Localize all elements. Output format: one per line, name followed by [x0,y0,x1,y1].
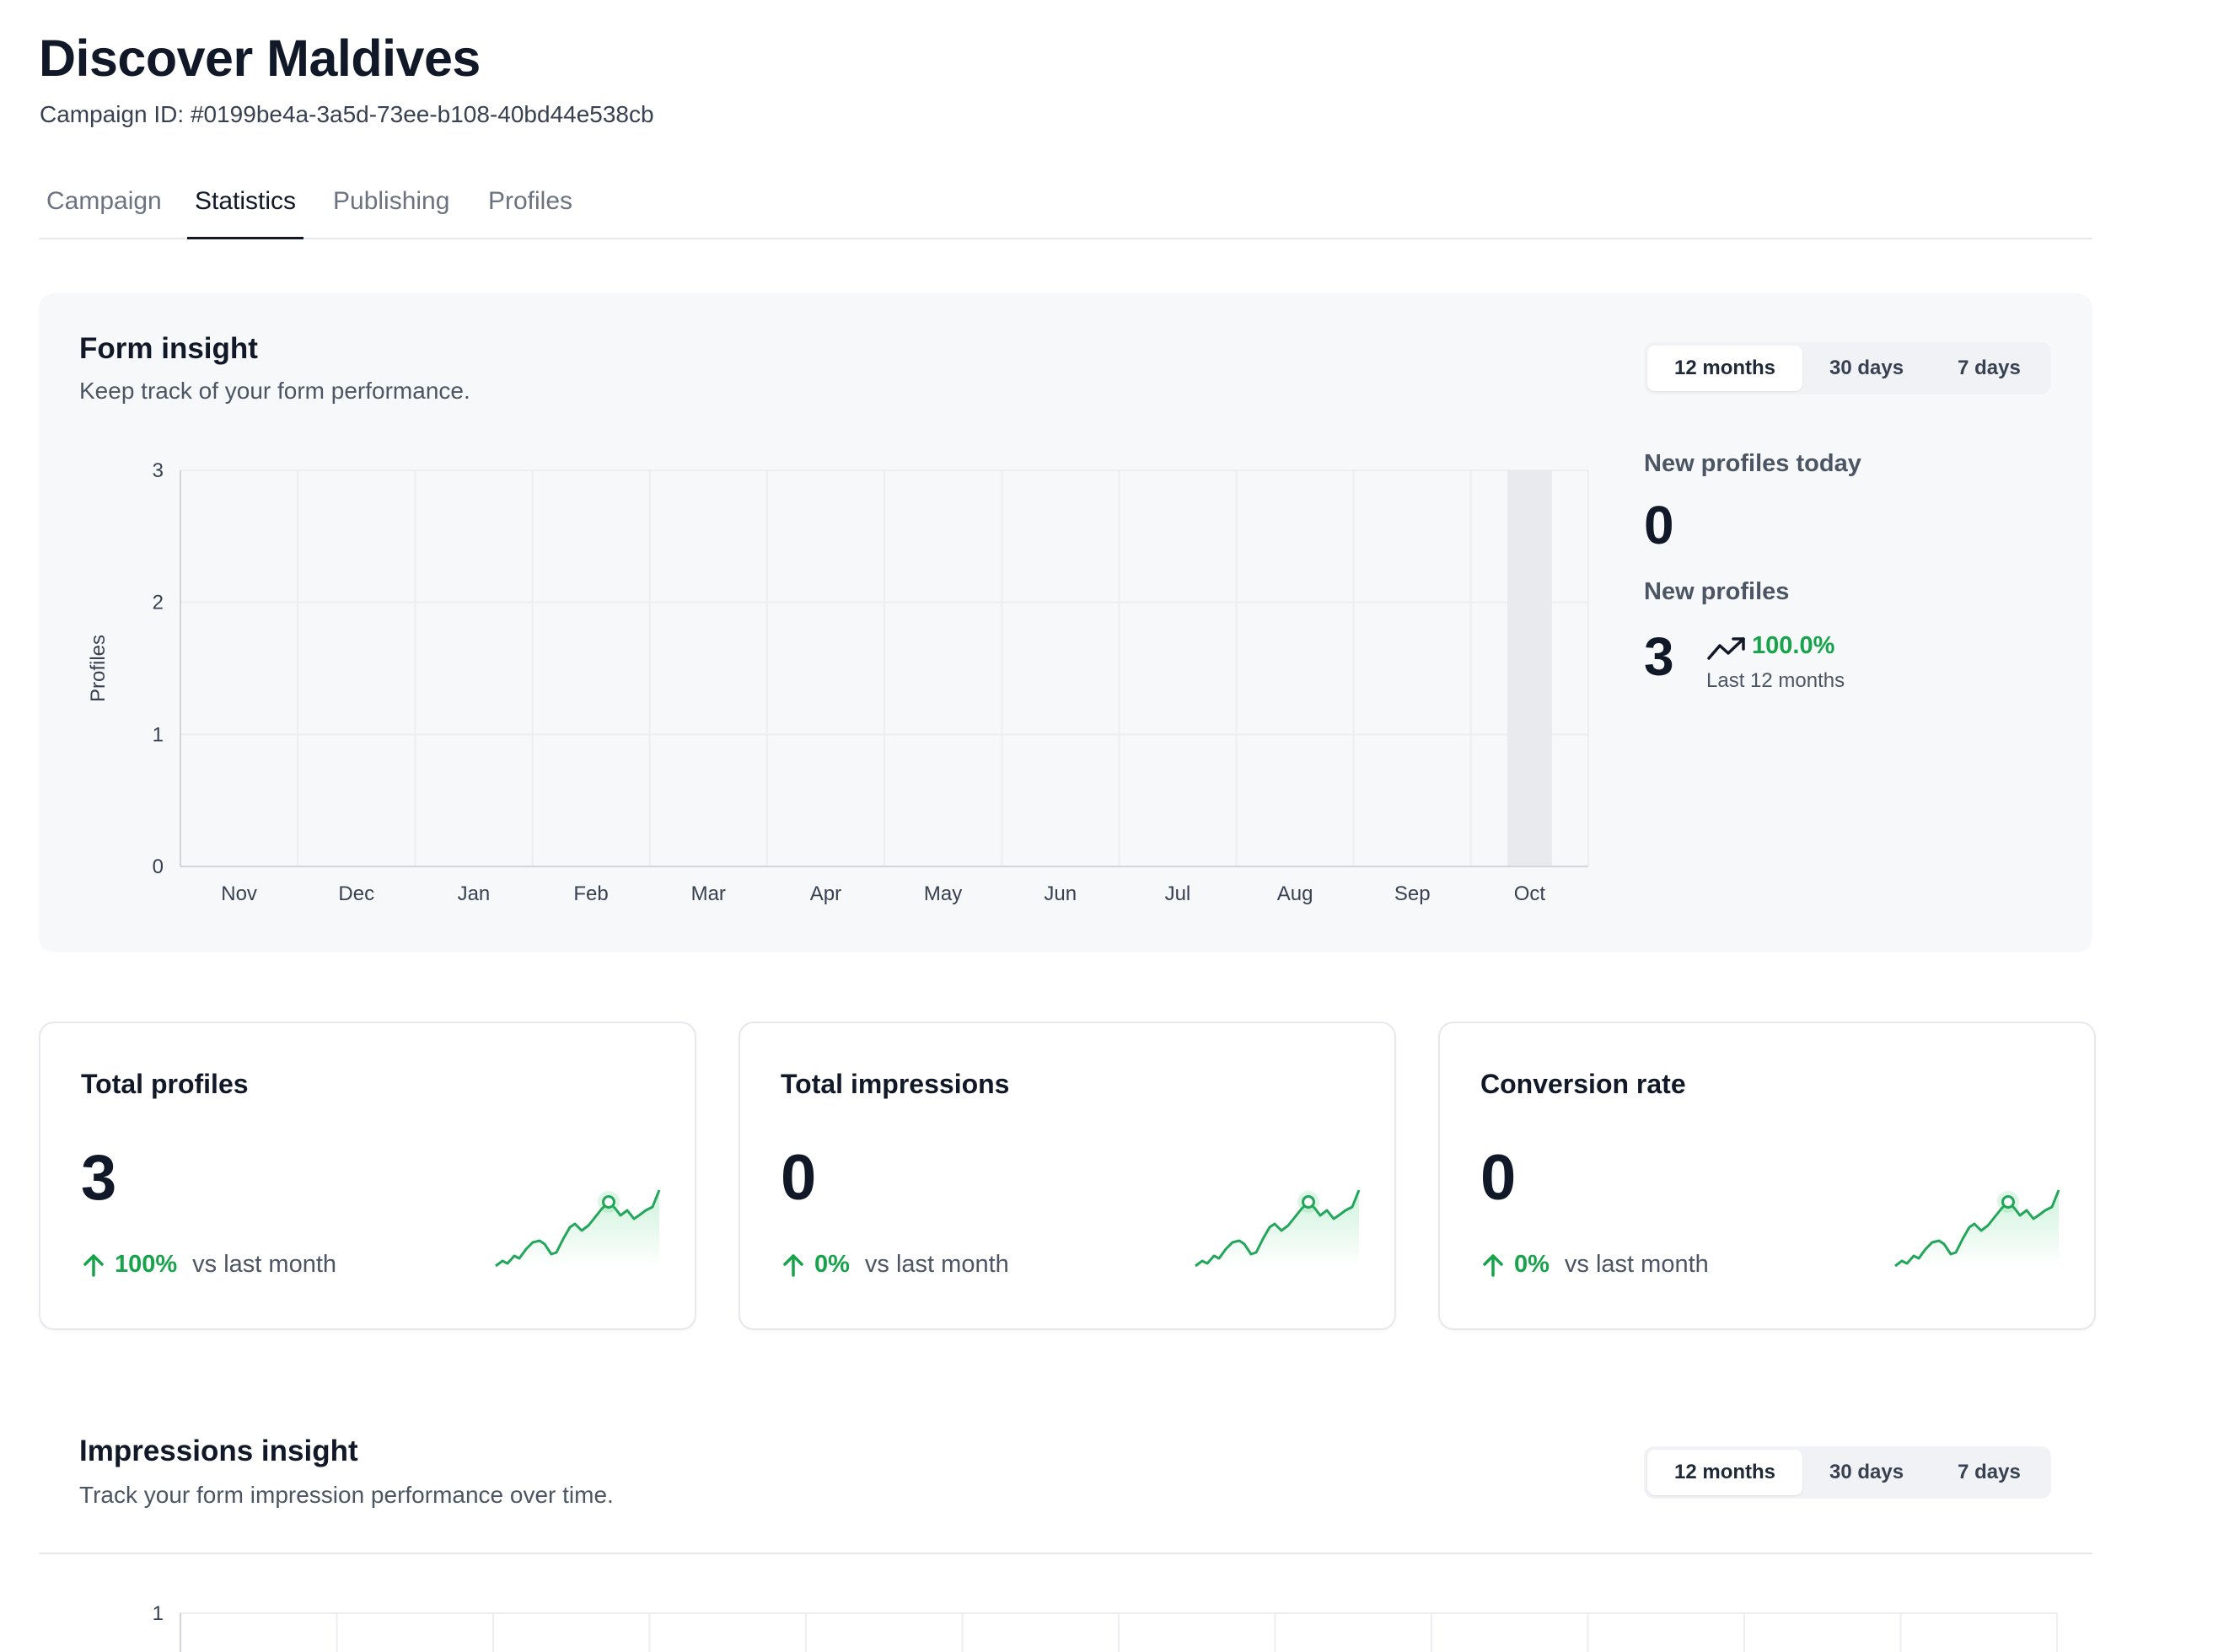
form-range-selector: 12 months 30 days 7 days [1644,342,2051,394]
arrow-up-icon [783,1253,803,1277]
card-delta-pct: 0% [1514,1251,1550,1278]
card-delta: 0% vs last month [1480,1251,1709,1279]
new-profiles-today-value: 0 [1644,495,1674,555]
x-tick-label: Oct [1514,882,1546,905]
tab-bar: Campaign Statistics Publishing Profiles [39,175,2092,239]
card-delta-label: vs last month [864,1251,1009,1278]
impressions-range-selector: 12 months 30 days 7 days [1644,1446,2051,1499]
x-tick-label: Jul [1165,882,1191,905]
arrow-up-icon [83,1253,104,1277]
sparkline-area [1195,1190,1359,1268]
trending-up-icon [1707,637,1745,660]
card-value: 0 [1480,1142,1517,1214]
sparkline-chart [1195,1189,1361,1268]
new-profiles-trend-period: Last 12 months [1706,669,1845,692]
sparkline-line [495,1189,661,1268]
x-tick-label: Dec [338,882,374,905]
y-axis-label: Profiles [87,635,110,702]
total-impressions-card: Total impressions 0 0% vs last month [739,1022,1396,1330]
x-tick-label: Apr [810,882,841,905]
new-profiles-trend-pct: 100.0% [1752,632,1835,659]
tab-campaign[interactable]: Campaign [46,187,162,215]
x-tick-label: May [924,882,962,905]
y-tick-label: 1 [153,723,164,746]
card-delta-pct: 0% [814,1251,850,1278]
section-divider [39,1553,2092,1554]
page-title: Discover Maldives [39,30,481,87]
new-profiles-today-label: New profiles today [1644,450,1861,477]
impressions-insight-subtitle: Track your form impression performance o… [79,1482,614,1508]
tab-publishing[interactable]: Publishing [333,187,450,215]
x-tick-label: Jun [1044,882,1077,905]
range-30-days-button[interactable]: 30 days [1829,357,1904,379]
card-value: 3 [81,1142,117,1214]
sparkline-marker [2001,1195,2015,1209]
tab-profiles[interactable]: Profiles [488,187,573,215]
range-7-days-button[interactable]: 7 days [1958,357,2021,379]
y-tick-label: 1 [153,1602,164,1625]
y-tick-label: 3 [153,459,164,482]
card-title: Conversion rate [1480,1069,1686,1099]
conversion-rate-card: Conversion rate 0 0% vs last month [1438,1022,2096,1330]
x-tick-label: Feb [573,882,608,905]
card-delta: 0% vs last month [781,1251,1009,1279]
card-value: 0 [781,1142,817,1214]
card-delta-label: vs last month [192,1251,337,1278]
sparkline-chart [1894,1189,2060,1268]
sparkline-area [1895,1190,2059,1268]
card-delta-label: vs last month [1564,1251,1709,1278]
x-tick-label: Nov [221,882,257,905]
sparkline-line [1195,1189,1361,1268]
card-delta-pct: 100% [115,1251,178,1278]
impressions-insight-chart: 1 [153,1602,2058,1652]
x-tick-label: Aug [1277,882,1313,905]
x-tick-label: Jan [458,882,491,905]
sparkline-marker [1302,1195,1315,1209]
y-tick-label: 2 [153,592,164,614]
form-insight-panel: Form insight Keep track of your form per… [39,293,2092,952]
sparkline-marker [602,1195,615,1209]
new-profiles-label: New profiles [1644,578,1790,605]
x-tick-label: Sep [1394,882,1431,905]
x-tick-label: Mar [691,882,726,905]
card-delta: 100% vs last month [81,1251,336,1279]
y-tick-label: 0 [153,856,164,878]
form-insight-title: Form insight [79,332,258,365]
sparkline-area [496,1190,659,1268]
sparkline-chart [495,1189,661,1268]
tab-statistics[interactable]: Statistics [187,187,304,239]
range-12-months-button[interactable]: 12 months [1647,346,1803,391]
form-insight-subtitle: Keep track of your form performance. [79,378,470,404]
range-7-days-button[interactable]: 7 days [1958,1461,2021,1483]
arrow-up-icon [1483,1253,1503,1277]
range-12-months-button[interactable]: 12 months [1647,1450,1803,1495]
range-30-days-button[interactable]: 30 days [1829,1461,1904,1483]
form-insight-chart: 0 1 2 3 Nov Dec Jan Feb Mar Apr May Jun Jul Aug Sep Oct… [87,459,1589,905]
card-title: Total impressions [781,1069,1010,1099]
total-profiles-card: Total profiles 3 100% vs last month [39,1022,696,1330]
sparkline-line [1894,1189,2060,1268]
card-title: Total profiles [81,1069,249,1099]
bar-oct [1507,470,1552,866]
new-profiles-value: 3 [1644,626,1674,687]
impressions-insight-title: Impressions insight [79,1435,358,1467]
campaign-id: Campaign ID: #0199be4a-3a5d-73ee-b108-40… [40,101,654,127]
